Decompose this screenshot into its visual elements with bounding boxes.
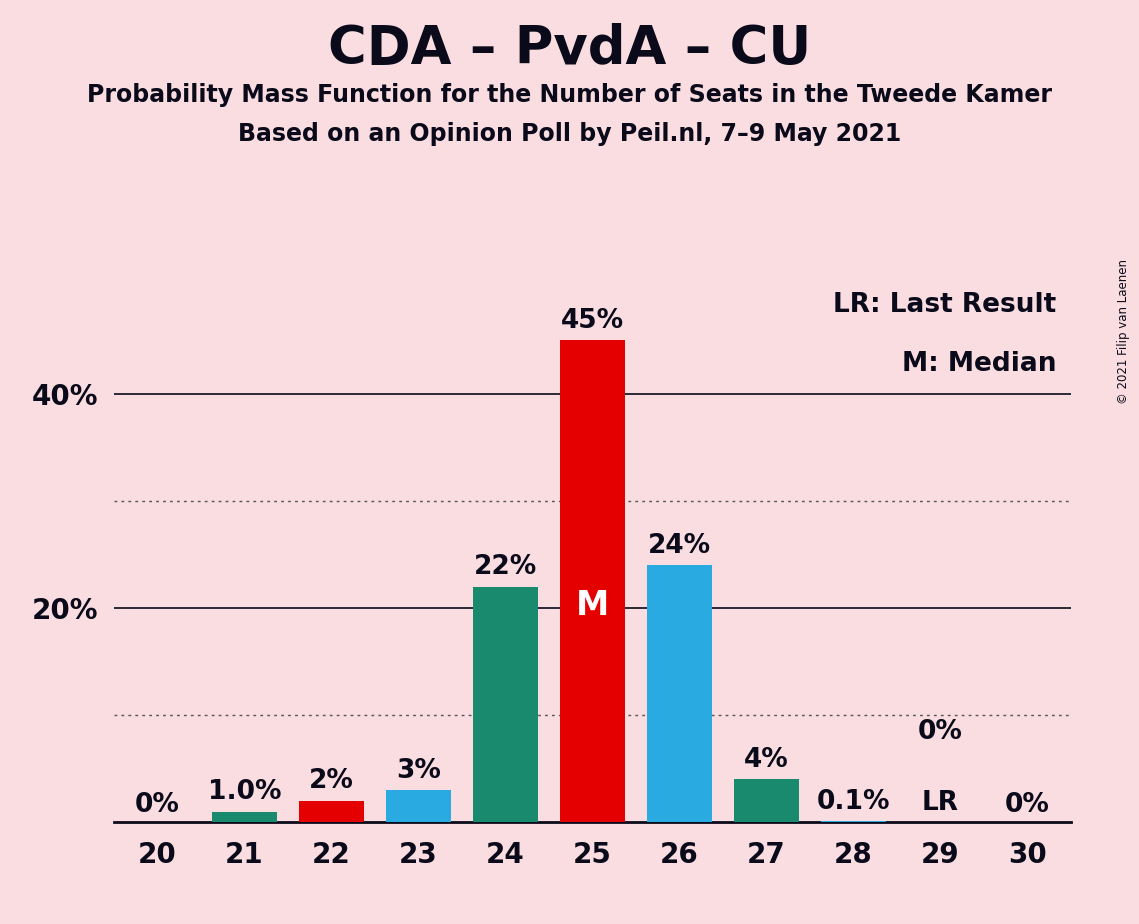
Text: LR: Last Result: LR: Last Result (833, 292, 1056, 318)
Text: LR: LR (921, 790, 959, 816)
Text: © 2021 Filip van Laenen: © 2021 Filip van Laenen (1117, 259, 1130, 404)
Text: 0%: 0% (1005, 792, 1050, 818)
Text: 45%: 45% (560, 308, 624, 334)
Text: Based on an Opinion Poll by Peil.nl, 7–9 May 2021: Based on an Opinion Poll by Peil.nl, 7–9… (238, 122, 901, 146)
Bar (734, 780, 798, 822)
Bar (212, 811, 277, 822)
Text: CDA – PvdA – CU: CDA – PvdA – CU (328, 23, 811, 75)
Text: 3%: 3% (396, 758, 441, 784)
Text: M: M (575, 589, 609, 622)
Text: 1.0%: 1.0% (207, 779, 281, 805)
Bar (820, 821, 886, 822)
Text: Probability Mass Function for the Number of Seats in the Tweede Kamer: Probability Mass Function for the Number… (87, 83, 1052, 107)
Text: 24%: 24% (648, 533, 711, 559)
Text: M: Median: M: Median (902, 351, 1056, 377)
Text: 22%: 22% (474, 554, 536, 580)
Text: 4%: 4% (744, 748, 788, 773)
Bar (298, 801, 364, 822)
Text: 0%: 0% (134, 792, 180, 818)
Bar (647, 565, 712, 822)
Bar (559, 340, 625, 822)
Text: 0.1%: 0.1% (817, 789, 890, 815)
Text: 2%: 2% (309, 769, 354, 795)
Bar (473, 587, 538, 822)
Bar (386, 790, 451, 822)
Text: 0%: 0% (918, 719, 962, 745)
